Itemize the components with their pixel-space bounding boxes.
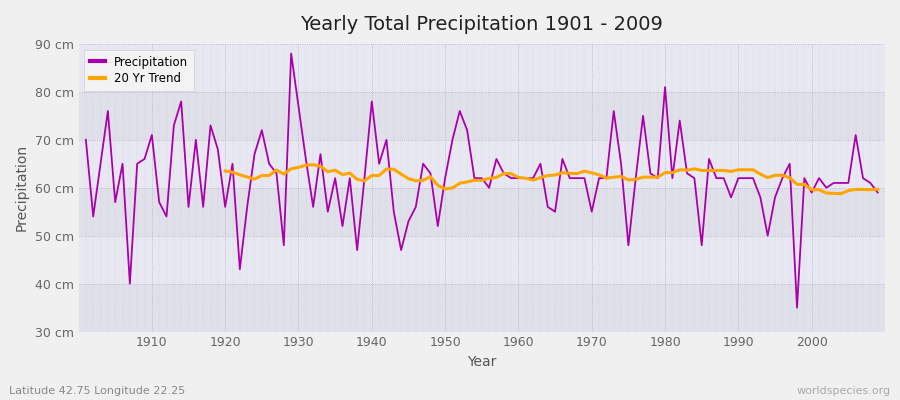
Precipitation xyxy=(513,176,524,180)
20 Yr Trend xyxy=(308,162,319,167)
Bar xyxy=(78,140,885,188)
Bar xyxy=(78,92,885,140)
20 Yr Trend xyxy=(858,187,868,192)
Precipitation xyxy=(872,190,883,195)
Text: worldspecies.org: worldspecies.org xyxy=(796,386,891,396)
Title: Yearly Total Precipitation 1901 - 2009: Yearly Total Precipitation 1901 - 2009 xyxy=(301,15,663,34)
Precipitation xyxy=(80,137,91,142)
Precipitation xyxy=(286,51,297,56)
Bar xyxy=(78,188,885,236)
20 Yr Trend xyxy=(425,174,436,179)
20 Yr Trend xyxy=(315,164,326,168)
Precipitation xyxy=(140,156,150,161)
20 Yr Trend xyxy=(835,191,846,196)
Text: Latitude 42.75 Longitude 22.25: Latitude 42.75 Longitude 22.25 xyxy=(9,386,185,396)
20 Yr Trend xyxy=(681,168,692,173)
Bar xyxy=(78,44,885,92)
Precipitation xyxy=(520,176,531,180)
20 Yr Trend xyxy=(872,187,883,192)
20 Yr Trend xyxy=(220,168,230,173)
Y-axis label: Precipitation: Precipitation xyxy=(15,144,29,231)
Line: 20 Yr Trend: 20 Yr Trend xyxy=(225,165,878,194)
X-axis label: Year: Year xyxy=(467,355,497,369)
Precipitation xyxy=(352,248,363,252)
20 Yr Trend xyxy=(770,173,780,178)
Precipitation xyxy=(792,305,803,310)
Bar xyxy=(78,284,885,332)
Legend: Precipitation, 20 Yr Trend: Precipitation, 20 Yr Trend xyxy=(85,50,194,91)
Line: Precipitation: Precipitation xyxy=(86,54,878,308)
Precipitation xyxy=(308,204,319,209)
Bar xyxy=(78,236,885,284)
20 Yr Trend xyxy=(784,175,795,180)
Precipitation xyxy=(608,109,619,114)
